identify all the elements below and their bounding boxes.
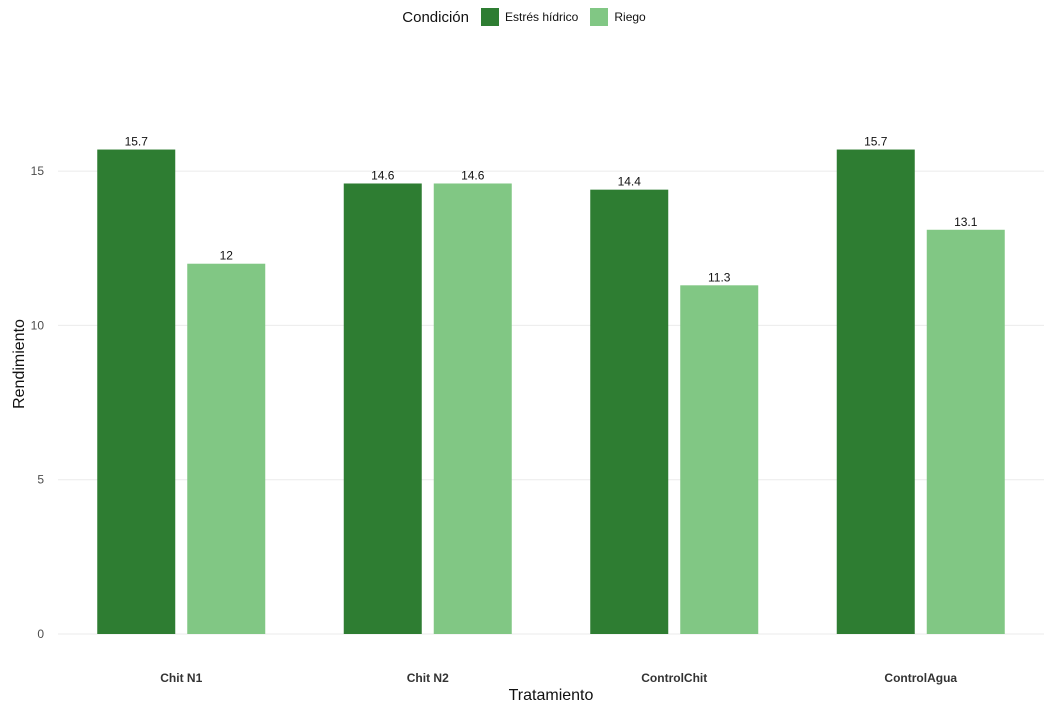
x-axis-title: Tratamiento	[509, 687, 594, 701]
data-label: 11.3	[708, 270, 731, 284]
bar	[343, 183, 422, 634]
y-tick-label: 10	[31, 318, 45, 332]
data-label: 14.6	[371, 168, 395, 182]
bar	[680, 285, 759, 634]
x-tick-label: ControlChit	[641, 671, 707, 685]
x-tick-label: Chit N1	[160, 671, 202, 685]
y-tick-label: 0	[37, 627, 44, 641]
data-label: 12	[220, 249, 234, 263]
y-tick-label: 5	[37, 473, 44, 487]
bar	[433, 183, 512, 634]
bar	[926, 229, 1005, 634]
y-axis-title: Rendimiento	[11, 319, 28, 409]
legend-label-riego: Riego	[614, 10, 646, 24]
x-tick-label: Chit N2	[407, 671, 449, 685]
y-tick-label: 15	[31, 164, 45, 178]
bar	[836, 149, 915, 635]
legend-label-estres: Estrés hídrico	[505, 10, 579, 24]
legend-item-estres: Estrés hídrico	[481, 8, 578, 26]
data-label: 13.1	[954, 215, 978, 229]
bar	[97, 149, 176, 635]
data-label: 14.6	[461, 168, 485, 182]
x-tick-label: ControlAgua	[884, 671, 957, 685]
bar	[590, 189, 669, 634]
legend: Condición Estrés hídrico Riego	[0, 8, 1054, 26]
data-label: 15.7	[864, 135, 888, 149]
legend-swatch-estres	[481, 8, 499, 26]
legend-title: Condición	[402, 8, 469, 26]
data-label: 14.4	[618, 175, 642, 189]
bar	[187, 263, 266, 634]
legend-item-riego: Riego	[590, 8, 646, 26]
legend-swatch-riego	[590, 8, 609, 26]
data-label: 15.7	[125, 135, 149, 149]
